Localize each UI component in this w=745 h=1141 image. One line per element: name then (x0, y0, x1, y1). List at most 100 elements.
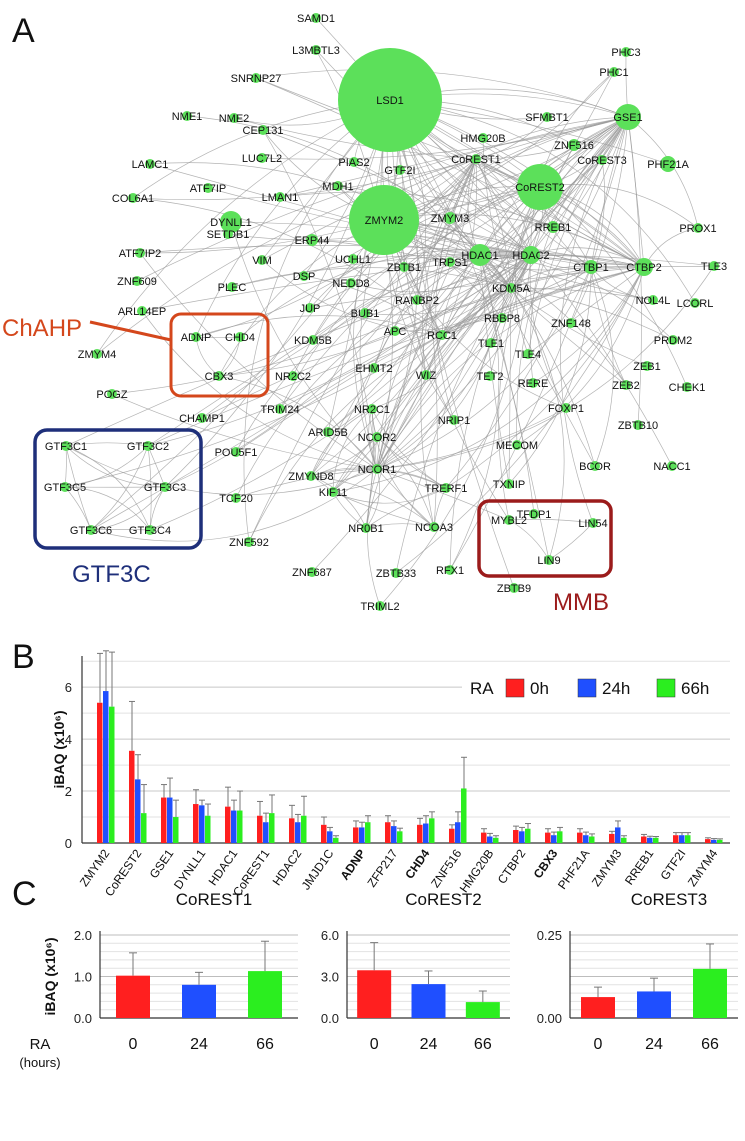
node-l3mbtl3[interactable]: L3MBTL3 (292, 45, 340, 57)
node-txnip[interactable]: TXNIP (493, 479, 525, 491)
node-wiz[interactable]: WIZ (416, 370, 436, 382)
node-lsd1[interactable]: LSD1 (338, 48, 442, 152)
node-kdm5b[interactable]: KDM5B (294, 335, 332, 347)
node-nr2c2[interactable]: NR2C2 (275, 371, 311, 383)
node-znf592[interactable]: ZNF592 (229, 537, 269, 549)
node-ranbp2[interactable]: RANBP2 (395, 295, 439, 307)
node-trerf1[interactable]: TRERF1 (425, 483, 468, 495)
node-tle1[interactable]: TLE1 (478, 338, 504, 350)
node-kif11[interactable]: KIF11 (319, 487, 348, 499)
node-znf516[interactable]: ZNF516 (554, 139, 594, 152)
node-luc7l2[interactable]: LUC7L2 (242, 153, 282, 165)
node-plec[interactable]: PLEC (218, 282, 247, 294)
node-gtf3c3[interactable]: GTF3C3 (144, 482, 186, 494)
node-triml2[interactable]: TRIML2 (360, 601, 399, 613)
node-znf687[interactable]: ZNF687 (292, 567, 332, 579)
node-chd4[interactable]: CHD4 (225, 332, 255, 344)
node-jup[interactable]: JUP (300, 303, 321, 315)
node-rbbp8[interactable]: RBBP8 (484, 313, 520, 325)
node-snrnp27[interactable]: SNRNP27 (231, 73, 282, 85)
node-zmym4[interactable]: ZMYM4 (78, 349, 117, 361)
node-gtf3c2[interactable]: GTF3C2 (127, 441, 169, 453)
node-lin9[interactable]: LIN9 (537, 555, 560, 567)
node-ctbp1[interactable]: CTBP1 (573, 260, 608, 274)
node-nrip1[interactable]: NRIP1 (438, 415, 470, 427)
node-nr0b1[interactable]: NR0B1 (348, 523, 383, 535)
node-trim24[interactable]: TRIM24 (260, 404, 299, 416)
node-lamc1[interactable]: LAMC1 (132, 159, 169, 171)
node-zmym3[interactable]: ZMYM3 (431, 212, 470, 225)
node-foxp1[interactable]: FOXP1 (548, 403, 584, 415)
node-atf7ip2[interactable]: ATF7IP2 (119, 248, 162, 260)
node-tet2[interactable]: TET2 (477, 371, 504, 383)
node-zmym2[interactable]: ZMYM2 (349, 185, 419, 255)
node-prdm2[interactable]: PRDM2 (654, 335, 693, 347)
node-bcor[interactable]: BCOR (579, 461, 611, 473)
node-nr2c1[interactable]: NR2C1 (354, 404, 390, 416)
node-zeb2[interactable]: ZEB2 (612, 380, 640, 392)
node-nme1[interactable]: NME1 (172, 111, 203, 123)
node-arl14ep[interactable]: ARL14EP (118, 306, 166, 318)
node-vim[interactable]: VIM (252, 255, 272, 267)
node-gtf3c6[interactable]: GTF3C6 (70, 525, 112, 537)
node-lcorl[interactable]: LCORL (677, 298, 714, 310)
node-zbtb1[interactable]: ZBTB1 (387, 262, 421, 274)
node-hmg20b[interactable]: HMG20B (460, 133, 505, 145)
node-zeb1[interactable]: ZEB1 (633, 361, 661, 373)
node-rere[interactable]: RERE (518, 378, 549, 390)
node-phc3[interactable]: PHC3 (611, 47, 640, 59)
node-rreb1[interactable]: RREB1 (535, 221, 572, 234)
node-gtf2i[interactable]: GTF2I (384, 165, 415, 177)
node-samd1[interactable]: SAMD1 (297, 13, 335, 25)
node-prox1[interactable]: PROX1 (679, 223, 716, 235)
node-apc[interactable]: APC (384, 326, 407, 338)
node-zbtb10[interactable]: ZBTB10 (618, 420, 658, 432)
node-nacc1[interactable]: NACC1 (653, 461, 690, 473)
node-mecom[interactable]: MECOM (496, 440, 538, 452)
node-bub1[interactable]: BUB1 (351, 308, 380, 320)
node-gtf3c5[interactable]: GTF3C5 (44, 482, 86, 494)
node-chek1[interactable]: CHEK1 (669, 382, 706, 394)
node-ncor1[interactable]: NCOR1 (358, 464, 397, 476)
node-tle4[interactable]: TLE4 (515, 349, 541, 361)
node-mdh1[interactable]: MDH1 (322, 181, 353, 193)
node-nol4l[interactable]: NOL4L (636, 295, 671, 307)
node-kdm5a[interactable]: KDM5A (492, 283, 531, 295)
node-zmynd8[interactable]: ZMYND8 (288, 471, 333, 483)
node-pias2[interactable]: PIAS2 (338, 157, 369, 169)
node-zbtb33[interactable]: ZBTB33 (376, 568, 416, 580)
node-champ1[interactable]: CHAMP1 (179, 413, 225, 425)
node-ehmt2[interactable]: EHMT2 (355, 363, 392, 375)
node-phc1[interactable]: PHC1 (599, 67, 628, 79)
node-corest3[interactable]: CoREST3 (577, 155, 627, 167)
node-znf609[interactable]: ZNF609 (117, 276, 157, 288)
node-gtf3c4[interactable]: GTF3C4 (129, 525, 171, 537)
node-lman1[interactable]: LMAN1 (262, 192, 299, 204)
node-mybl2[interactable]: MYBL2 (491, 515, 527, 527)
node-col6a1[interactable]: COL6A1 (112, 193, 154, 205)
node-adnp[interactable]: ADNP (181, 332, 212, 344)
node-zbtb9[interactable]: ZBTB9 (497, 583, 531, 595)
node-tcf20[interactable]: TCF20 (219, 493, 253, 505)
node-nedd8[interactable]: NEDD8 (332, 278, 369, 290)
node-atf7ip[interactable]: ATF7IP (190, 183, 226, 195)
node-pou5f1[interactable]: POU5F1 (215, 447, 258, 459)
node-setdb1[interactable]: SETDB1 (207, 229, 250, 241)
node-rcc1[interactable]: RCC1 (427, 330, 457, 342)
node-gtf3c1[interactable]: GTF3C1 (45, 441, 87, 453)
node-tle3[interactable]: TLE3 (701, 261, 727, 273)
node-lin54[interactable]: LIN54 (578, 518, 607, 530)
node-znf148[interactable]: ZNF148 (551, 318, 591, 330)
node-arid5b[interactable]: ARID5B (308, 427, 348, 439)
node-phf21a[interactable]: PHF21A (647, 156, 689, 172)
node-erp44[interactable]: ERP44 (295, 234, 330, 247)
node-pogz[interactable]: POGZ (96, 389, 127, 401)
node-corest1[interactable]: CoREST1 (451, 154, 501, 166)
node-dsp[interactable]: DSP (293, 271, 316, 283)
node-uchl1[interactable]: UCHL1 (335, 254, 371, 266)
node-ncor2[interactable]: NCOR2 (358, 432, 397, 444)
node-nme2[interactable]: NME2 (219, 113, 250, 125)
node-sfmbt1[interactable]: SFMBT1 (525, 112, 568, 124)
node-rfx1[interactable]: RFX1 (436, 565, 464, 577)
node-cbx3[interactable]: CBX3 (205, 371, 234, 383)
